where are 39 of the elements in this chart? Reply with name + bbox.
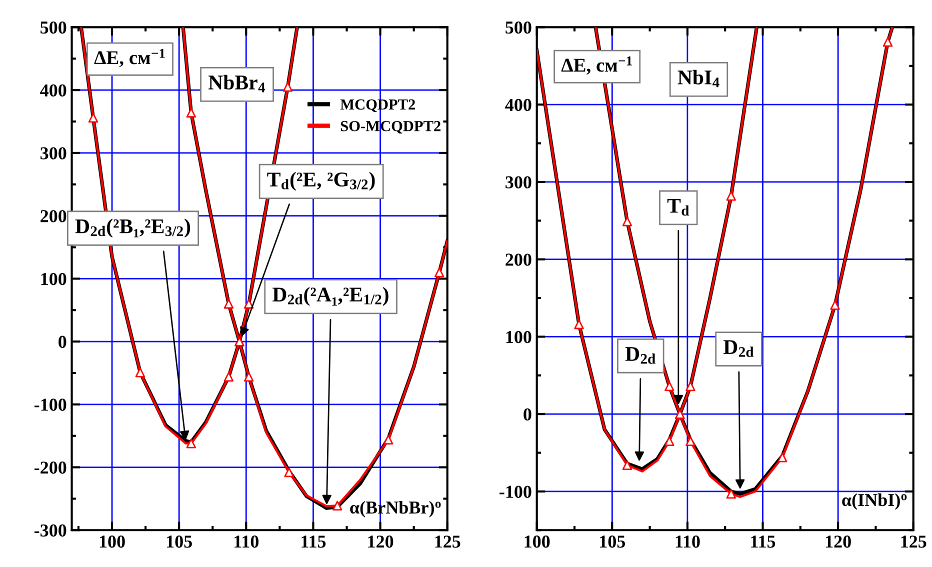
x-tick-label: 125 — [901, 536, 926, 548]
x-tick-label: 115 — [751, 536, 776, 548]
y-tick-label: -200 — [34, 462, 66, 474]
y-tick-label: -100 — [500, 486, 532, 498]
y-axis-title: ΔE, см$^{−1}$ — [94, 48, 165, 68]
y-tick-label: 300 — [40, 147, 66, 160]
x-tick-label: 115 — [302, 536, 326, 548]
x-tick-label: 100 — [100, 536, 125, 548]
text: NbBr$_{4}$ — [208, 74, 266, 92]
y-tick-label: 200 — [506, 254, 532, 266]
y-tick-label: 200 — [40, 210, 66, 222]
x-tick-label: 120 — [826, 536, 851, 548]
x-tick-label: 125 — [435, 536, 460, 548]
y-tick-label: -100 — [34, 398, 66, 411]
x-tick-label: 100 — [524, 536, 550, 548]
y-tick-label: 100 — [506, 330, 532, 344]
y-tick-label: 300 — [506, 176, 532, 188]
annotation: D$_{2d}$ — [724, 340, 754, 357]
y-tick-label: 400 — [40, 84, 66, 97]
y-tick-label: 100 — [41, 272, 66, 286]
y-tick-label: -300 — [34, 524, 66, 537]
y-tick-label: 0 — [58, 336, 66, 348]
y-tick-label: 0 — [524, 408, 532, 421]
x-tick-label: 110 — [234, 536, 259, 548]
x-tick-label: 105 — [600, 536, 626, 548]
x-tick-label: 120 — [368, 536, 394, 548]
annotation: D$_{2d}$ — [625, 347, 656, 364]
x-tick-label: 105 — [166, 536, 192, 548]
annotation: T$_{d}$ — [667, 198, 690, 216]
annotation: D$_{2d}$(²A₁,²E$_{1/2}$) — [272, 286, 388, 306]
y-tick-label: 500 — [40, 21, 66, 34]
annotation: D$_{2d}$(²B₁,²E$_{3/2}$) — [75, 218, 190, 238]
text: NbI$_{4}$ — [678, 70, 720, 88]
annotation: T$_{d}$(²E, ²G$_{3/2}$) — [267, 172, 375, 191]
x-axis-title: α(INbI)$^{o}$ — [842, 493, 907, 510]
y-tick-label: 500 — [506, 21, 532, 34]
y-axis-title: ΔE, см$^{−1}$ — [561, 56, 632, 75]
x-tick-label: 110 — [676, 536, 700, 548]
y-tick-label: 400 — [505, 98, 532, 112]
